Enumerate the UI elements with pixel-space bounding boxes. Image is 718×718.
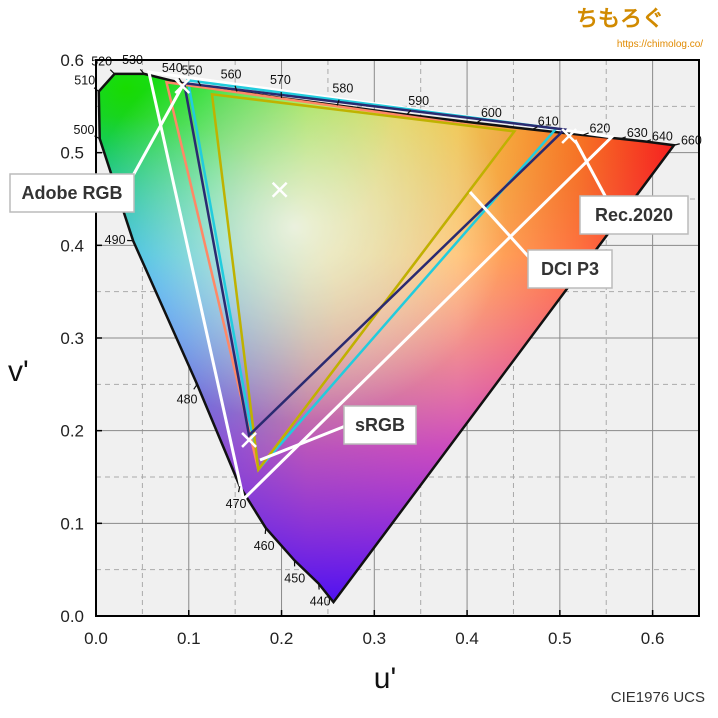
label-rec2020: Rec.2020 bbox=[579, 195, 689, 235]
white-point-marker bbox=[271, 181, 288, 198]
wavelength-label: 550 bbox=[182, 63, 203, 77]
y-tick-label: 0.1 bbox=[60, 514, 84, 533]
svg-text:sRGB: sRGB bbox=[355, 415, 405, 435]
x-tick-label: 0.2 bbox=[270, 629, 294, 648]
wavelength-label: 470 bbox=[226, 497, 247, 511]
x-tick-label: 0.6 bbox=[641, 629, 665, 648]
y-tick-label: 0.2 bbox=[60, 422, 84, 441]
wavelength-tick bbox=[197, 80, 202, 87]
axis-ticks: 0.0 0.1 0.2 0.3 0.4 0.5 0.6 0.0 0.1 0.2 0.3 0.4 0.5 0… bbox=[60, 51, 664, 648]
x-tick-label: 0.5 bbox=[548, 629, 572, 648]
wavelength-tick bbox=[193, 383, 198, 390]
wavelength-label: 500 bbox=[74, 123, 95, 137]
wavelength-label: 590 bbox=[408, 94, 429, 108]
svg-text:DCI P3: DCI P3 bbox=[541, 259, 599, 279]
label-srgb: sRGB bbox=[343, 405, 417, 445]
wavelength-tick bbox=[531, 126, 538, 131]
wavelength-tick bbox=[582, 132, 589, 136]
callout-pointers bbox=[123, 84, 612, 462]
wavelength-label: 540 bbox=[162, 61, 183, 75]
gamut-triangle-display bbox=[182, 81, 568, 438]
wavelength-tick bbox=[406, 109, 412, 116]
gamut-triangle-dci-p3 bbox=[186, 78, 559, 473]
label-dci-p3: DCI P3 bbox=[527, 249, 613, 289]
y-axis-title: v' bbox=[8, 355, 29, 388]
chart-caption: CIE1976 UCS bbox=[611, 689, 705, 706]
wavelength-label: 570 bbox=[270, 73, 291, 87]
wavelength-tick bbox=[476, 119, 482, 124]
wavelength-label: 450 bbox=[284, 571, 305, 585]
wavelength-label: 580 bbox=[332, 81, 353, 95]
wavelength-tick bbox=[645, 139, 652, 143]
y-tick-label: 0.3 bbox=[60, 329, 84, 348]
wavelength-label: 510 bbox=[74, 73, 95, 87]
gamut-triangles bbox=[146, 70, 616, 503]
wavelength-label: 480 bbox=[177, 392, 198, 406]
wavelength-tick bbox=[109, 69, 115, 75]
white-point-marker bbox=[241, 432, 257, 448]
svg-text:Rec.2020: Rec.2020 bbox=[595, 205, 673, 225]
wavelength-label: 560 bbox=[221, 68, 242, 82]
wavelength-label: 460 bbox=[254, 539, 275, 553]
x-axis-title: u' bbox=[374, 662, 396, 695]
wavelength-label: 660 bbox=[681, 134, 702, 148]
wavelength-label: 520 bbox=[91, 54, 112, 68]
brand-title: ちもろぐ bbox=[576, 7, 664, 32]
y-tick-label: 0.5 bbox=[60, 144, 84, 163]
wavelength-tick bbox=[264, 527, 267, 534]
wavelength-label: 620 bbox=[589, 122, 610, 136]
wavelength-tick bbox=[336, 99, 340, 106]
wavelength-tick bbox=[139, 68, 145, 75]
wavelength-label: 640 bbox=[652, 129, 673, 143]
x-tick-label: 0.3 bbox=[362, 629, 386, 648]
wavelength-label: 610 bbox=[538, 115, 559, 129]
wavelength-tick bbox=[178, 77, 183, 84]
wavelength-label: 440 bbox=[310, 595, 331, 609]
label-adobe-rgb: Adobe RGB bbox=[9, 173, 135, 213]
x-tick-label: 0.4 bbox=[455, 629, 479, 648]
wavelength-tick bbox=[234, 85, 238, 92]
wavelength-label: 630 bbox=[627, 126, 648, 140]
wavelength-label: 490 bbox=[105, 233, 126, 247]
brand-url: https://chimolog.co/ bbox=[617, 39, 703, 50]
x-tick-label: 0.0 bbox=[84, 629, 108, 648]
wavelength-tick bbox=[673, 143, 680, 146]
y-tick-label: 0.0 bbox=[60, 607, 84, 626]
x-tick-label: 0.1 bbox=[177, 629, 201, 648]
svg-text:Adobe RGB: Adobe RGB bbox=[22, 183, 123, 203]
wavelength-label: 600 bbox=[481, 106, 502, 120]
wavelength-tick bbox=[619, 136, 627, 140]
y-tick-label: 0.6 bbox=[60, 51, 84, 70]
wavelength-tick bbox=[237, 486, 241, 493]
y-tick-label: 0.4 bbox=[60, 236, 84, 255]
white-point-markers bbox=[174, 78, 578, 448]
